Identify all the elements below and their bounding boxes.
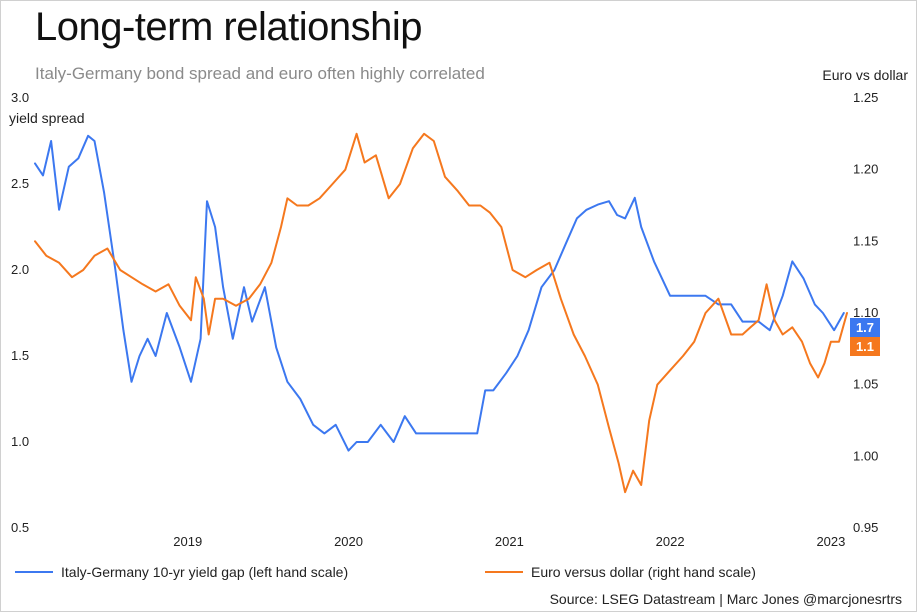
legend-swatch-orange (485, 571, 523, 573)
euro-line (34, 132, 848, 494)
legend-item-spread: Italy-Germany 10-yr yield gap (left hand… (15, 564, 348, 580)
legend-item-euro: Euro versus dollar (right hand scale) (485, 564, 756, 580)
right-axis-label: Euro vs dollar (822, 67, 908, 83)
x-tick-label: 2020 (334, 534, 363, 549)
euro-last-value-badge-text: 1.1 (856, 339, 874, 354)
right-tick-label: 1.05 (853, 377, 878, 392)
legend-swatch-blue (15, 571, 53, 573)
right-tick-label: 1.10 (853, 305, 878, 320)
left-tick-label: 1.5 (11, 348, 29, 363)
left-tick-label: 3.0 (11, 90, 29, 105)
right-tick-label: 1.15 (853, 233, 878, 248)
right-tick-label: 1.25 (853, 90, 878, 105)
x-tick-label: 2023 (816, 534, 845, 549)
x-tick-label: 2021 (495, 534, 524, 549)
right-tick-label: 1.20 (853, 162, 878, 177)
left-tick-label: 2.5 (11, 176, 29, 191)
spread-line (34, 134, 845, 452)
right-tick-label: 1.00 (853, 448, 878, 463)
euro-last-value-badge (850, 337, 880, 356)
spread-last-value-badge-text: 1.7 (856, 320, 874, 335)
legend-label-euro: Euro versus dollar (right hand scale) (531, 564, 756, 580)
chart-subtitle: Italy-Germany bond spread and euro often… (35, 64, 485, 83)
legend-label-spread: Italy-Germany 10-yr yield gap (left hand… (61, 564, 349, 580)
left-tick-label: 2.0 (11, 262, 29, 277)
right-tick-label: 0.95 (853, 520, 878, 535)
source-credit: Source: LSEG Datastream | Marc Jones @ma… (549, 591, 902, 607)
chart-title: Long-term relationship (35, 5, 423, 49)
spread-last-value-badge (850, 318, 880, 337)
left-tick-label: 0.5 (11, 520, 29, 535)
line-chart: 3.0 2.5 2.0 1.5 1.0 0.5 1.25 1.20 1.15 1.10 1.05 1.… (11, 90, 880, 549)
x-tick-label: 2019 (173, 534, 202, 549)
x-tick-label: 2022 (656, 534, 685, 549)
left-axis-label: yield spread (9, 110, 85, 126)
left-tick-label: 1.0 (11, 434, 29, 449)
